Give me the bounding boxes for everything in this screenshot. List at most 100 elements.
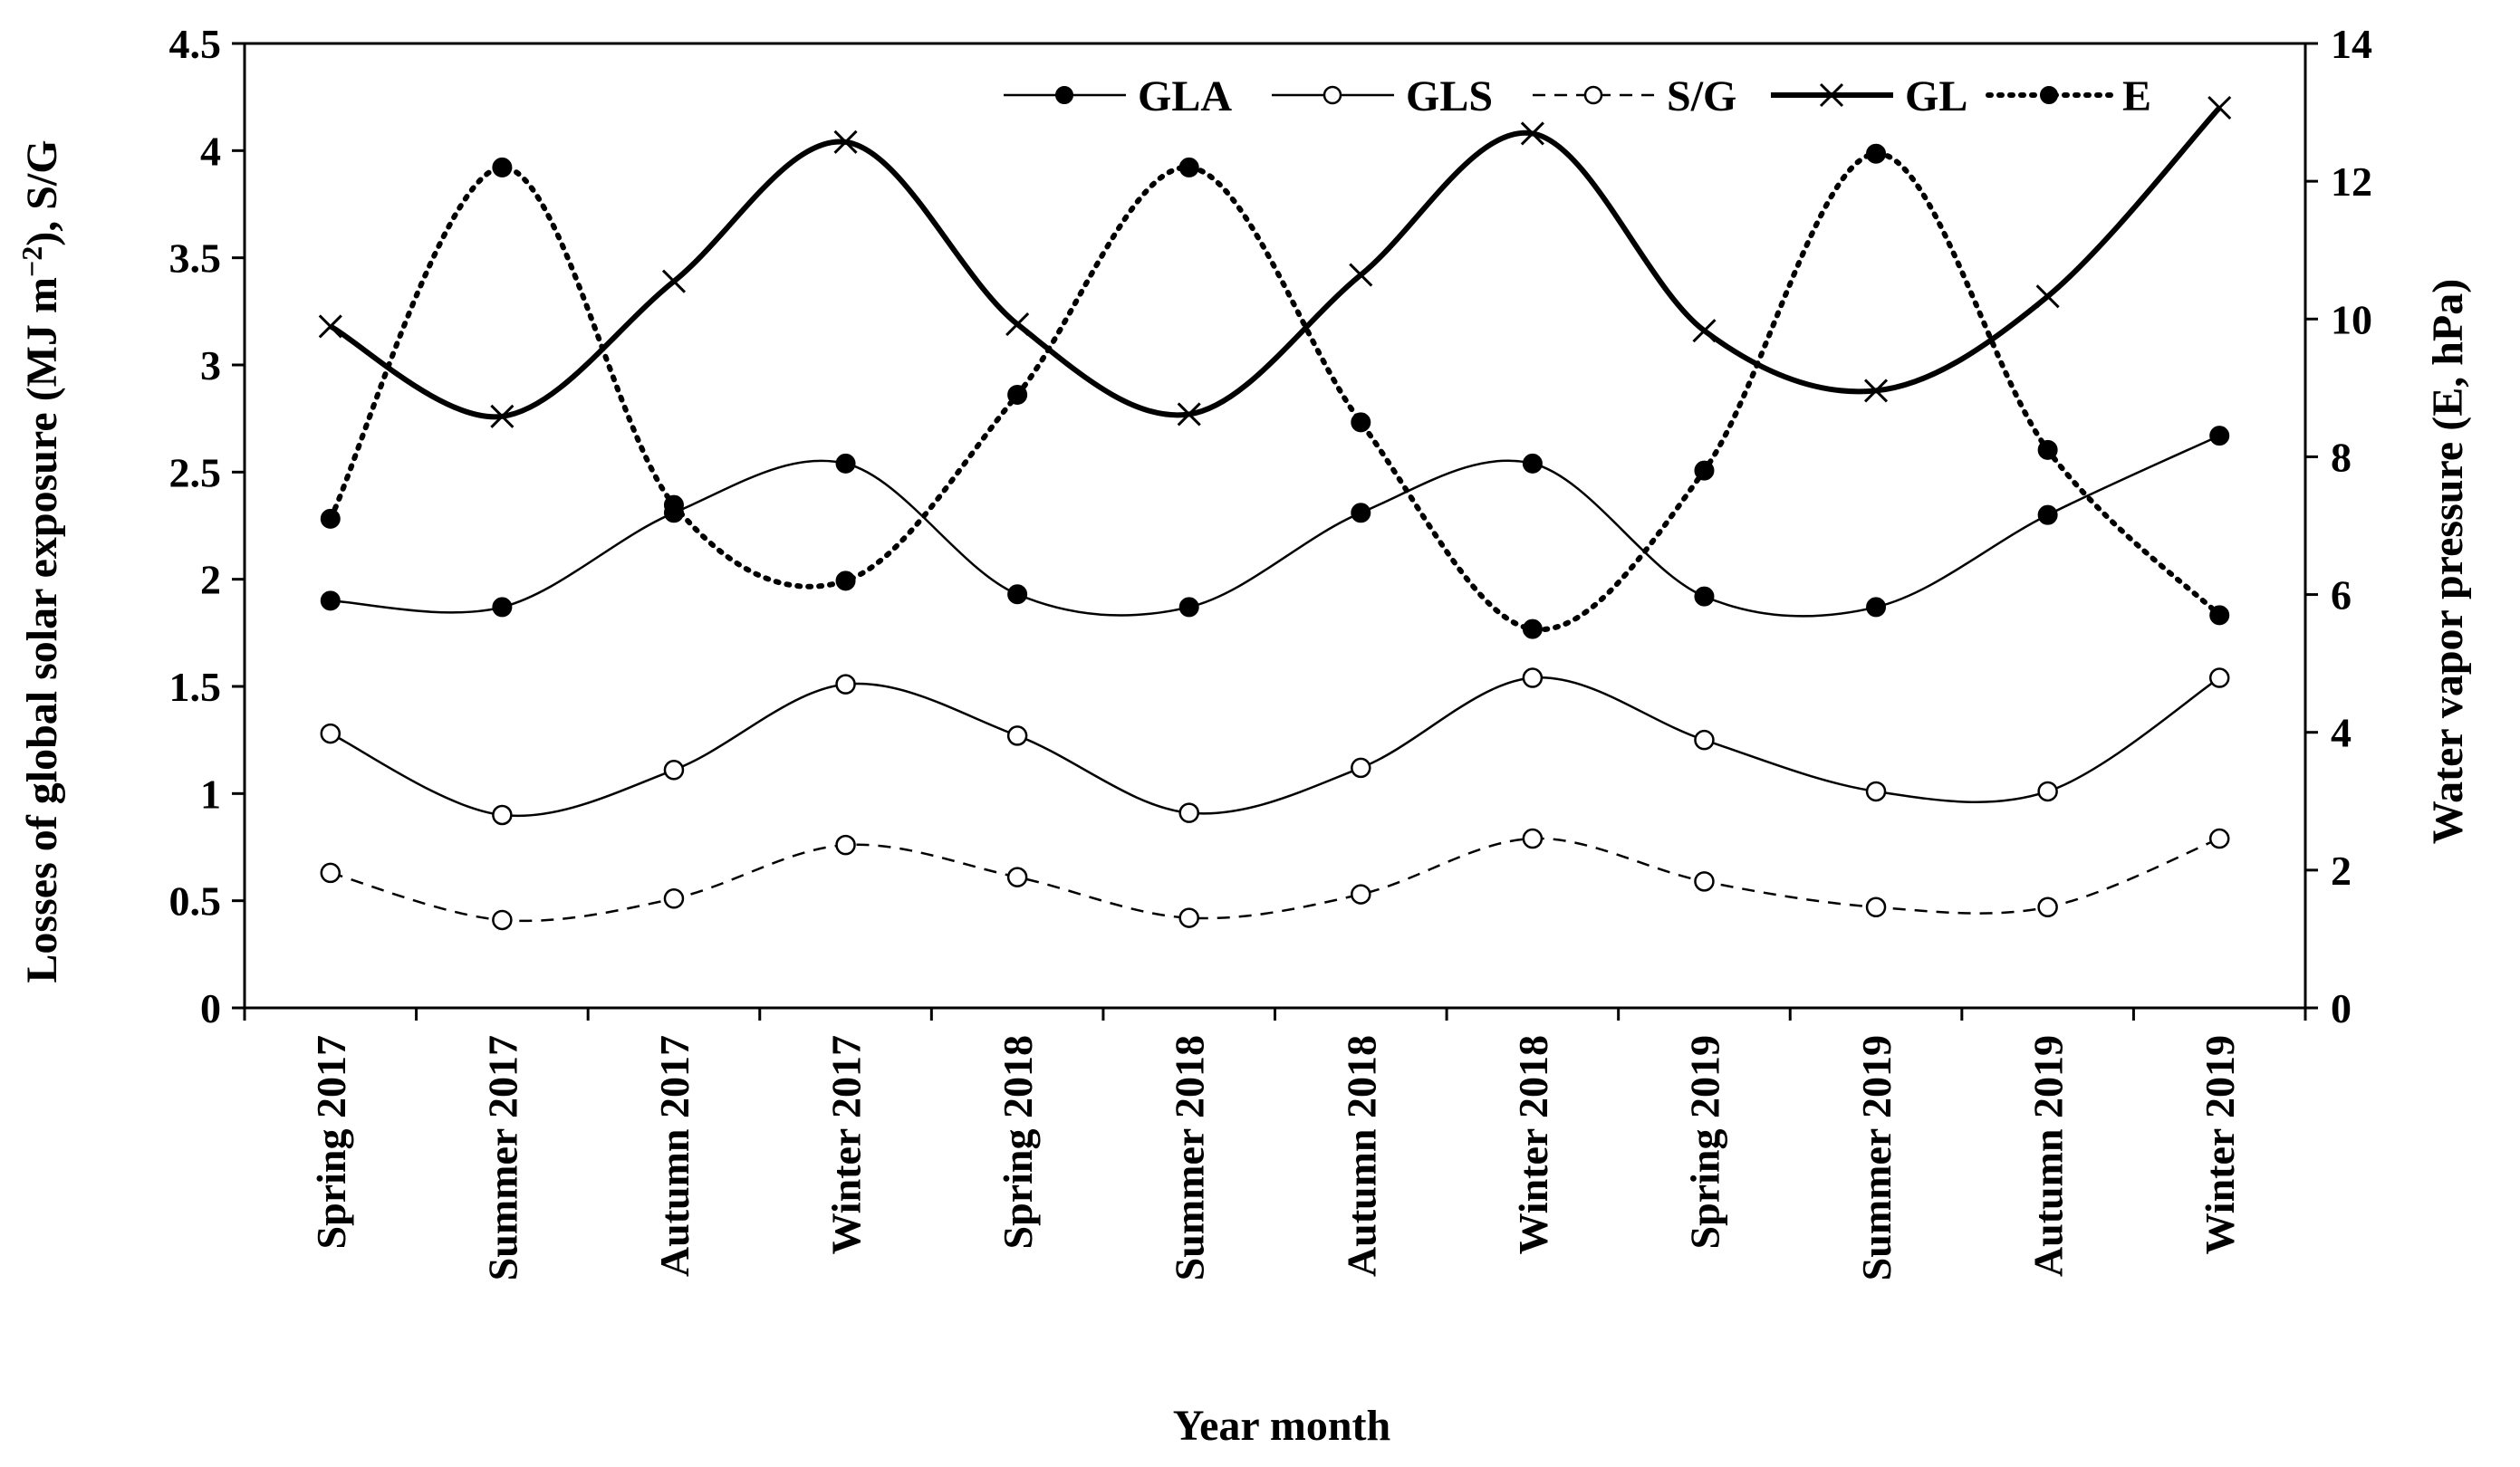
x-tick-label: Spring 2017: [308, 1035, 354, 1249]
data-point-gls: [835, 674, 856, 695]
data-point-gls: [1178, 802, 1199, 823]
data-point-s-g: [835, 834, 856, 856]
legend-item-gl: GL: [1771, 72, 1967, 120]
x-axis-title: Year month: [1173, 1402, 1390, 1450]
data-point-gl-stroke: [1863, 379, 1889, 403]
x-tick-label: Summer 2019: [1853, 1035, 1900, 1280]
data-point-gl-stroke: [1177, 402, 1201, 427]
data-point-gl-stroke: [1692, 319, 1717, 343]
data-point-gls: [1351, 757, 1371, 779]
data-point-gl: [490, 404, 515, 428]
y2-tick-label: 12: [2331, 158, 2372, 205]
y-tick-label: 4.5: [169, 21, 222, 67]
legend: GLA GLS S/G GL E: [1004, 72, 2151, 120]
data-point-s-g: [1006, 867, 1028, 887]
data-point-gl-stroke: [1520, 121, 1544, 146]
data-point-gl-stroke: [1349, 263, 1373, 287]
data-point-gl: [318, 314, 342, 339]
data-point-gl: [1005, 312, 1030, 337]
y-tick-label: 0.5: [169, 878, 222, 925]
x-tick-label: Winter 2018: [1510, 1035, 1556, 1254]
y-tick-label: 3: [200, 342, 221, 388]
data-point-gla: [663, 503, 684, 523]
y2-tick-label: 0: [2331, 985, 2352, 1031]
data-point-gl-stroke: [1005, 312, 1030, 337]
data-point-s-g: [663, 888, 685, 909]
y2-axis-title: Water vapor pressure (E, hPa): [2424, 279, 2472, 844]
data-point-s-g: [1351, 884, 1371, 905]
x-tick-label: Autumn 2018: [1338, 1035, 1384, 1277]
data-point-e: [1866, 143, 1887, 164]
data-point-gls: [2208, 667, 2230, 688]
y-tick-label: 2.5: [169, 449, 222, 495]
data-point-gla: [1866, 597, 1887, 618]
data-point-gla: [835, 453, 856, 474]
data-point-s-g: [320, 862, 341, 884]
data-point-gla: [492, 597, 513, 618]
data-point-gls: [663, 760, 685, 781]
y2-tick-label: 4: [2331, 710, 2352, 756]
data-point-s-g: [2037, 896, 2058, 918]
y-tick-label: 4: [200, 128, 221, 174]
legend-label-e: E: [2122, 72, 2151, 120]
data-point-s-g: [1522, 828, 1544, 849]
series-layer: [318, 95, 2232, 931]
y-tick-label: 0: [200, 985, 221, 1031]
data-point-gl: [2207, 95, 2232, 120]
data-point-gl-stroke: [490, 404, 515, 428]
x-tick-label: Winter 2019: [2197, 1035, 2243, 1254]
data-point-e: [2037, 439, 2058, 460]
series-line-e: [327, 150, 2223, 633]
axes-layer: 0 0.5 1 1.5 2 2.5 3 3.5 4 4.5 0 2 4 6 8 10 12 14 Spring 20…: [169, 21, 2373, 1280]
data-point-gl: [1349, 263, 1373, 287]
data-point-gl-stroke: [661, 269, 687, 293]
legend-item-e: E: [1986, 72, 2151, 120]
data-point-gls: [492, 804, 513, 826]
data-point-s-g: [2208, 828, 2230, 849]
legend-item-gls: GLS: [1272, 72, 1493, 120]
data-point-s-g: [1694, 871, 1715, 892]
x-tick-label: Autumn 2017: [651, 1035, 697, 1277]
x-tick-label: Winter 2017: [823, 1035, 870, 1254]
legend-marker-gla: [1055, 86, 1073, 104]
legend-label-s-g: S/G: [1667, 72, 1736, 120]
data-point-gl: [1692, 319, 1717, 343]
y-tick-label: 1: [200, 771, 221, 817]
x-tick-label: Spring 2018: [995, 1035, 1041, 1249]
data-point-gla: [1351, 503, 1371, 523]
data-point-gls: [1694, 729, 1715, 751]
data-point-gls: [320, 723, 341, 744]
x-tick-label: Autumn 2019: [2025, 1035, 2072, 1277]
data-point-e: [320, 508, 341, 529]
data-point-e: [1178, 157, 1199, 177]
series-line-gls: [330, 676, 2220, 818]
y2-tick-label: 2: [2331, 848, 2352, 894]
y2-tick-label: 8: [2331, 434, 2352, 480]
data-point-gla: [2209, 426, 2230, 446]
data-point-gl-stroke: [2207, 95, 2232, 120]
data-point-gla: [1694, 586, 1715, 607]
y-axis-title-superscript: −2: [15, 246, 48, 277]
data-point-gls: [1865, 781, 1887, 802]
data-point-gl-stroke: [318, 314, 342, 339]
legend-label-gla: GLA: [1138, 72, 1232, 120]
data-point-e: [2209, 605, 2230, 626]
data-point-e: [1694, 460, 1715, 481]
x-tick-label: Spring 2019: [1681, 1035, 1727, 1249]
data-point-gla: [1178, 597, 1199, 618]
legend-item-gla: GLA: [1004, 72, 1232, 120]
y-axis-title: Losses of global solar exposure (MJ m−2)…: [15, 139, 66, 983]
data-point-e: [835, 570, 856, 591]
data-point-gl-stroke: [833, 129, 858, 154]
y-axis-title-suffix: ), S/G: [18, 139, 66, 245]
data-point-gls: [1006, 725, 1028, 746]
data-point-gla: [1007, 584, 1028, 605]
legend-marker-s-g: [1583, 85, 1603, 105]
legend-marker-gl: [1819, 82, 1844, 108]
y2-tick-label: 10: [2331, 296, 2372, 342]
legend-label-gl: GL: [1905, 72, 1967, 120]
data-point-s-g: [492, 909, 513, 931]
series-line-gla: [330, 434, 2220, 618]
data-point-gla: [2037, 504, 2058, 525]
